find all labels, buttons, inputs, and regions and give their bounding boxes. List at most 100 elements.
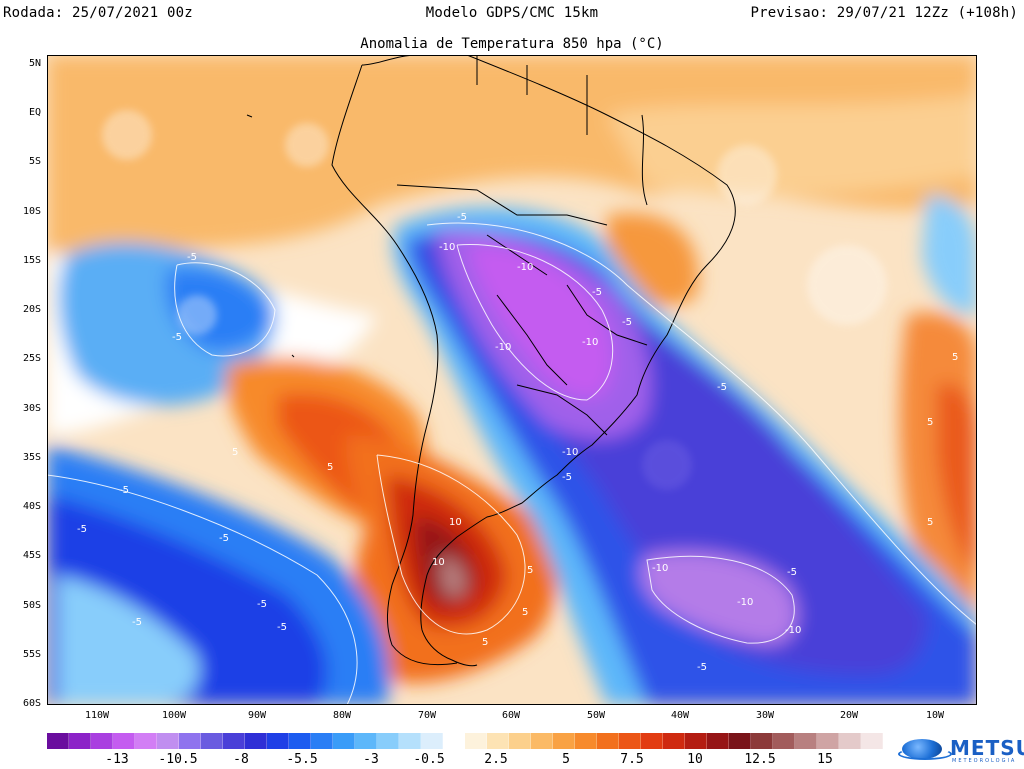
colorbar-swatch bbox=[553, 733, 575, 749]
colorbar-swatch bbox=[201, 733, 223, 749]
model-label: Modelo GDPS/CMC 15km bbox=[425, 5, 599, 21]
colorbar-label: 5 bbox=[562, 752, 570, 767]
contour-label: 5 bbox=[327, 462, 333, 473]
contour-label: 10 bbox=[449, 517, 462, 528]
run-time-label: Rodada: 25/07/2021 00z bbox=[3, 5, 193, 21]
contour-label: -10 bbox=[562, 447, 578, 458]
colorbar-swatch bbox=[135, 733, 157, 749]
colorbar-swatch bbox=[179, 733, 201, 749]
colorbar-label: -10.5 bbox=[158, 752, 198, 767]
colorbar-label: 12.5 bbox=[744, 752, 776, 767]
contour-lines bbox=[47, 222, 977, 705]
lon-label: 100W bbox=[161, 710, 187, 721]
colorbar-swatch bbox=[355, 733, 377, 749]
contour-label: -10 bbox=[582, 337, 598, 348]
lat-label: 15S bbox=[22, 255, 41, 266]
colorbar-swatch bbox=[751, 733, 773, 749]
colorbar-swatch bbox=[333, 733, 355, 749]
colorbar-swatch bbox=[223, 733, 245, 749]
lon-label: 10W bbox=[925, 710, 945, 721]
contour-label: -5 bbox=[562, 472, 572, 483]
colorbar-label: -5.5 bbox=[286, 752, 318, 767]
contour-label: 5 bbox=[232, 447, 238, 458]
lat-label: 60S bbox=[22, 698, 41, 709]
contour-label: 10 bbox=[432, 557, 445, 568]
lat-label: 25S bbox=[22, 353, 41, 364]
contour-label: -10 bbox=[495, 342, 511, 353]
lat-label: 5N bbox=[28, 58, 41, 69]
colorbar-swatch bbox=[685, 733, 707, 749]
colorbar-swatch bbox=[839, 733, 861, 749]
contour-label: 5 bbox=[927, 417, 933, 428]
lat-label: 50S bbox=[22, 600, 41, 611]
lat-label: 10S bbox=[22, 206, 41, 217]
lon-label: 50W bbox=[586, 710, 606, 721]
colorbar-swatch bbox=[69, 733, 91, 749]
contour-label: -5 bbox=[787, 567, 797, 578]
lat-label: 55S bbox=[22, 649, 41, 660]
lon-label: 110W bbox=[84, 710, 110, 721]
contour-label: -5 bbox=[172, 332, 182, 343]
lon-label: 70W bbox=[417, 710, 437, 721]
colorbar-swatch bbox=[817, 733, 839, 749]
contour-label: -10 bbox=[737, 597, 753, 608]
colorbar-swatch bbox=[311, 733, 333, 749]
coastline bbox=[246, 55, 736, 667]
contour-label: -5 bbox=[257, 599, 267, 610]
colorbar-label: -0.5 bbox=[413, 752, 445, 767]
colorbar-swatch bbox=[773, 733, 795, 749]
contour-label: -5 bbox=[717, 382, 727, 393]
colorbar-label: -8 bbox=[233, 752, 249, 767]
logo-name: METSUL bbox=[950, 736, 1024, 760]
colorbar-swatch bbox=[157, 733, 179, 749]
contour-label: -5 bbox=[457, 212, 467, 223]
lat-label: 35S bbox=[22, 452, 41, 463]
map-title: Anomalia de Temperatura 850 hpa (°C) bbox=[360, 36, 664, 52]
lat-label: 5S bbox=[28, 156, 41, 167]
lon-label: 90W bbox=[247, 710, 267, 721]
lat-label: 30S bbox=[22, 403, 41, 414]
lon-label: 60W bbox=[501, 710, 521, 721]
colorbar-swatch bbox=[465, 733, 487, 749]
colorbar-label: -13 bbox=[105, 752, 129, 767]
lon-label: 80W bbox=[332, 710, 352, 721]
colorbar-swatch bbox=[509, 733, 531, 749]
contour-label: -5 bbox=[277, 622, 287, 633]
contour-label: -10 bbox=[785, 625, 801, 636]
forecast-time-label: Previsao: 29/07/21 12Zz (+108h) bbox=[750, 5, 1018, 21]
colorbar-swatch bbox=[421, 733, 443, 749]
logo-subtitle: METEOROLOGIA bbox=[952, 758, 1017, 764]
colorbar-label: 2.5 bbox=[484, 752, 508, 767]
lon-label: 40W bbox=[670, 710, 690, 721]
contour-label: -10 bbox=[652, 563, 668, 574]
colorbar-swatch bbox=[641, 733, 663, 749]
colorbar-swatch bbox=[531, 733, 553, 749]
colorbar-swatch bbox=[729, 733, 751, 749]
colorbar-swatch bbox=[377, 733, 399, 749]
colorbar-swatch bbox=[575, 733, 597, 749]
contour-label: -10 bbox=[517, 262, 533, 273]
colorbar-swatch bbox=[91, 733, 113, 749]
colorbar-label: 7.5 bbox=[620, 752, 644, 767]
lon-label: 20W bbox=[839, 710, 859, 721]
contour-label: -5 bbox=[592, 287, 602, 298]
colorbar-swatch bbox=[47, 733, 69, 749]
lat-label: 45S bbox=[22, 550, 41, 561]
colorbar-swatch bbox=[861, 733, 883, 749]
metsul-logo: METSUL METEOROLOGIA bbox=[898, 736, 1024, 766]
colorbar-swatch bbox=[707, 733, 729, 749]
contour-label: -5 bbox=[132, 617, 142, 628]
contour-label: -5 bbox=[622, 317, 632, 328]
colorbar-label: 15 bbox=[817, 752, 833, 767]
contour-label: 5 bbox=[527, 565, 533, 576]
anomaly-field: -5 -10 -10 -5 -5 -10 -10 -5 -10 -5 5 5 1… bbox=[47, 55, 977, 705]
colorbar-label: 10 bbox=[687, 752, 703, 767]
contour-label-group: -5 -10 -10 -5 -5 -10 -10 -5 -10 -5 5 5 1… bbox=[77, 212, 958, 673]
contour-label: -5 bbox=[119, 485, 129, 496]
colorbar-label: -3 bbox=[363, 752, 379, 767]
colorbar-swatch bbox=[399, 733, 421, 749]
contour-label: -5 bbox=[77, 524, 87, 535]
lat-label: 20S bbox=[22, 304, 41, 315]
contour-label: -5 bbox=[219, 533, 229, 544]
colorbar-swatch bbox=[597, 733, 619, 749]
